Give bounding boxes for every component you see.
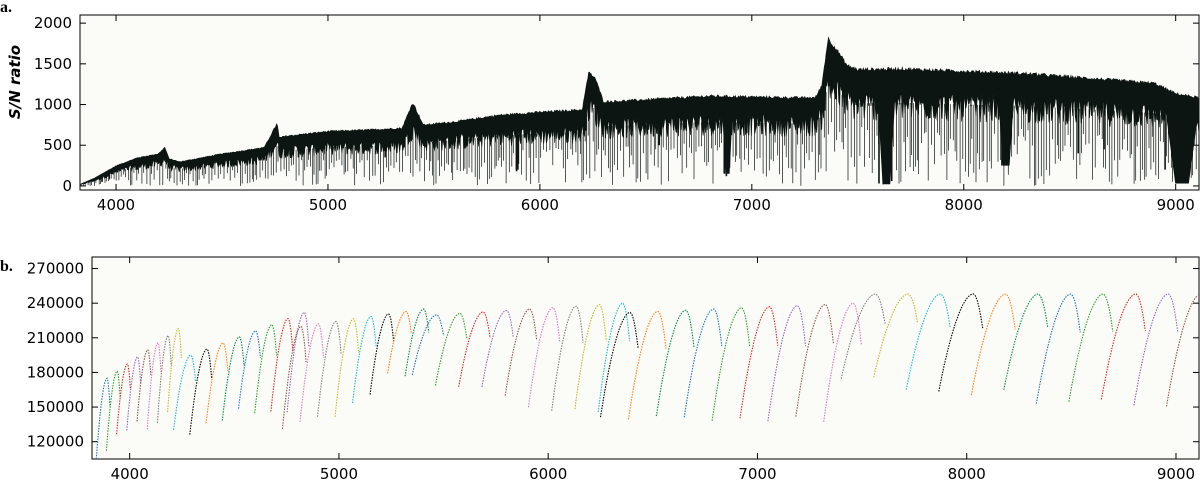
panel-b-y-tick-label: 210000	[27, 329, 84, 347]
panel-a-y-tick-label: 500	[43, 136, 72, 154]
panel-b-y-tick-label: 180000	[27, 363, 84, 381]
panel-b-echelle-order	[574, 304, 607, 410]
panel-b-echelle-order	[597, 302, 631, 413]
panel-b-echelle-order	[116, 363, 131, 435]
panel-a-y-axis-label: S/N ratio	[6, 45, 24, 119]
panel-a-y-tick-label: 1500	[34, 55, 72, 73]
panel-b-echelle-order	[527, 307, 561, 408]
panel-a-x-tick-label: 9000	[1157, 196, 1195, 214]
panel-b-echelle-order	[1035, 293, 1081, 404]
panel-b-plot-area	[91, 256, 1200, 460]
panel-b-echelle-order	[221, 336, 245, 421]
panel-b-y-tick-label: 150000	[27, 398, 84, 416]
panel-a-telluric-band	[876, 85, 896, 185]
panel-b-echelle-order	[905, 293, 951, 390]
panel-b-echelle-order	[316, 320, 342, 417]
panel-b-x-tick-label: 7000	[738, 465, 776, 483]
panel-b-echelle-order	[627, 310, 667, 420]
panel-b-echelle-order	[237, 330, 261, 409]
panel-b-echelle-order	[286, 311, 310, 413]
panel-b-echelle-order	[599, 311, 639, 418]
panel-b-echelle-order	[551, 305, 584, 411]
panel-b-echelle-order	[173, 354, 197, 430]
panel-b-echelle-order	[299, 323, 325, 422]
panel-b-echelle-order	[739, 306, 779, 419]
panel-b-echelle-order	[270, 317, 294, 412]
panel-b-echelle-order	[404, 308, 430, 377]
panel-b-echelle-order	[873, 293, 919, 378]
panel-a-axes: 4000 5000 6000 7000 8000 9000 0 500 1000 1500 2000	[34, 14, 1199, 214]
panel-b-y-tick-label: 120000	[27, 433, 84, 451]
panel-b-echelle-order	[655, 309, 695, 417]
panel-b-y-tick-label: 240000	[27, 294, 84, 312]
panel-a-y-tick-label: 1000	[34, 96, 72, 114]
panel-b-echelle-order	[351, 315, 377, 404]
panel-b-echelle-order	[387, 310, 412, 374]
panel-b-series	[95, 293, 1198, 460]
panel-b-echelle-order	[458, 311, 491, 388]
panel-b-echelle-order	[938, 293, 984, 392]
panel-b-echelle-order	[205, 342, 229, 424]
panel-b-echelle-order	[167, 327, 182, 413]
panel-b-label: b.	[0, 258, 13, 275]
panel-b-echelle-order	[254, 324, 278, 414]
panel-b-echelle-order	[281, 325, 307, 429]
panel-b-echelle-order	[434, 312, 468, 386]
panel-b-echelle-order	[823, 302, 862, 422]
panel-b-echelle-order	[1100, 293, 1146, 400]
panel-b: b. 4000 5000 6000 7000 8000 9000 120000 150000 1…	[0, 256, 1200, 483]
panel-b-echelle-order	[683, 308, 723, 418]
panel-b-echelle-order	[126, 356, 142, 431]
panel-b-echelle-order	[95, 377, 111, 460]
panel-b-x-tick-label: 8000	[948, 465, 986, 483]
panel-a-telluric-band	[1165, 107, 1199, 184]
panel-b-echelle-order	[481, 309, 514, 388]
panel-a-telluric-band	[722, 108, 733, 174]
panel-a-label: a.	[0, 0, 12, 16]
panel-a-x-tick-label: 5000	[309, 196, 347, 214]
panel-b-echelle-order	[767, 305, 807, 422]
panel-a-x-tick-label: 7000	[733, 196, 771, 214]
panel-a-absorption-lines	[80, 81, 1197, 186]
panel-b-echelle-order	[970, 293, 1016, 396]
panel-a-y-tick-label: 2000	[34, 14, 72, 32]
panel-b-y-tick-label: 270000	[27, 260, 84, 278]
panel-a-x-tick-label: 8000	[945, 196, 983, 214]
panel-b-echelle-order	[840, 293, 886, 379]
panel-a-x-tick-label: 6000	[521, 196, 559, 214]
panel-b-x-tick-label: 6000	[529, 465, 567, 483]
panel-b-echelle-order	[189, 348, 213, 435]
panel-b-echelle-order	[1003, 293, 1049, 391]
panel-b-x-tick-label: 9000	[1157, 465, 1195, 483]
panel-b-echelle-order	[136, 349, 152, 422]
panel-b-echelle-order	[711, 307, 751, 421]
panel-b-echelle-order	[105, 370, 121, 451]
panel-a-x-tick-label: 4000	[97, 196, 135, 214]
panel-b-echelle-order	[1165, 295, 1198, 407]
panel-a-telluric-band	[997, 88, 1015, 166]
panel-a-y-tick-label: 0	[62, 177, 72, 195]
panel-b-echelle-order	[146, 342, 162, 430]
panel-a: a. S/N ratio 4000 5000 6000 7000 8000 9000 0 50…	[0, 0, 1200, 214]
panel-b-x-tick-label: 4000	[111, 465, 149, 483]
panel-b-echelle-order	[1133, 293, 1179, 406]
panel-b-echelle-order	[504, 308, 538, 396]
panel-b-x-tick-label: 5000	[320, 465, 358, 483]
panel-b-echelle-order	[334, 318, 360, 417]
panel-b-echelle-order	[156, 335, 172, 423]
panel-b-echelle-order	[1068, 293, 1114, 402]
panel-b-echelle-order	[411, 314, 445, 376]
panel-b-axes: 4000 5000 6000 7000 8000 9000 120000 150000 1800…	[27, 257, 1199, 483]
panel-a-series	[79, 36, 1200, 186]
